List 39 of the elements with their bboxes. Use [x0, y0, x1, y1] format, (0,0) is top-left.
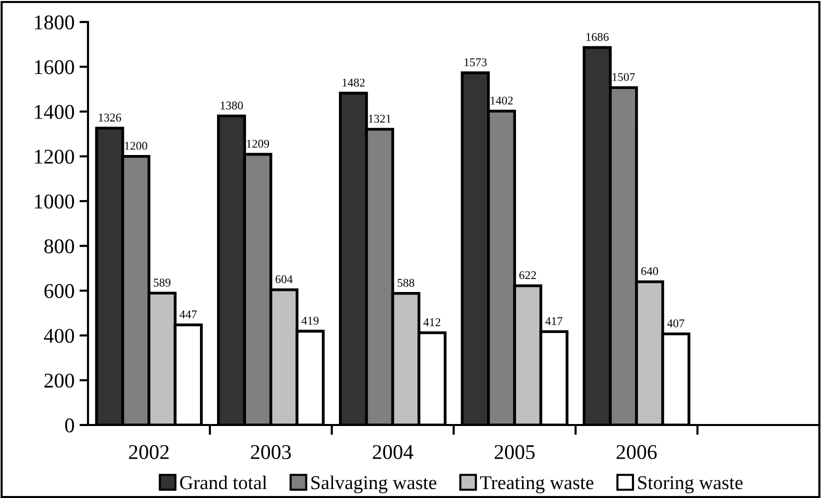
- data-label: 447: [180, 310, 197, 318]
- x-tick-label: 2004: [372, 445, 414, 460]
- data-label: 622: [519, 271, 536, 280]
- data-label: 589: [154, 278, 170, 287]
- y-tick-label: 800: [44, 239, 74, 254]
- legend-label: Grand total: [180, 476, 267, 490]
- data-label: 1200: [125, 142, 148, 150]
- data-label: 412: [423, 318, 440, 326]
- data-label: 407: [667, 319, 684, 328]
- y-tick-label: 200: [44, 374, 74, 388]
- y-tick-label: 0: [65, 418, 74, 432]
- legend-label: Salvaging waste: [311, 476, 436, 494]
- data-label: 604: [276, 275, 293, 284]
- data-label: 1209: [246, 140, 270, 148]
- x-tick-label: 2005: [494, 445, 535, 460]
- y-tick-label: 600: [44, 284, 74, 298]
- y-tick-label: 400: [44, 328, 74, 343]
- data-label: 1686: [586, 32, 609, 41]
- data-label: 1321: [368, 114, 391, 123]
- data-label: 1380: [220, 102, 243, 110]
- data-label: 419: [302, 316, 319, 325]
- legend-label: Treating waste: [480, 476, 594, 494]
- data-label: 640: [641, 267, 658, 276]
- y-tick-label: 1400: [34, 104, 74, 119]
- x-tick-label: 2003: [250, 445, 291, 460]
- data-label: 1482: [342, 78, 365, 87]
- data-label: 588: [398, 278, 414, 287]
- y-tick-label: 1000: [34, 194, 74, 209]
- data-label: 1326: [98, 114, 122, 122]
- data-label: 1573: [464, 58, 487, 66]
- data-label: 1402: [490, 96, 513, 105]
- y-tick-label: 1600: [34, 60, 74, 74]
- y-tick-label: 1800: [34, 15, 74, 30]
- data-label: 417: [545, 317, 562, 325]
- legend-label: Storing waste: [638, 476, 743, 494]
- y-tick-label: 1200: [34, 150, 74, 164]
- data-label: 1507: [612, 73, 635, 82]
- x-tick-label: 2006: [616, 445, 657, 460]
- x-tick-label: 2002: [129, 445, 169, 460]
